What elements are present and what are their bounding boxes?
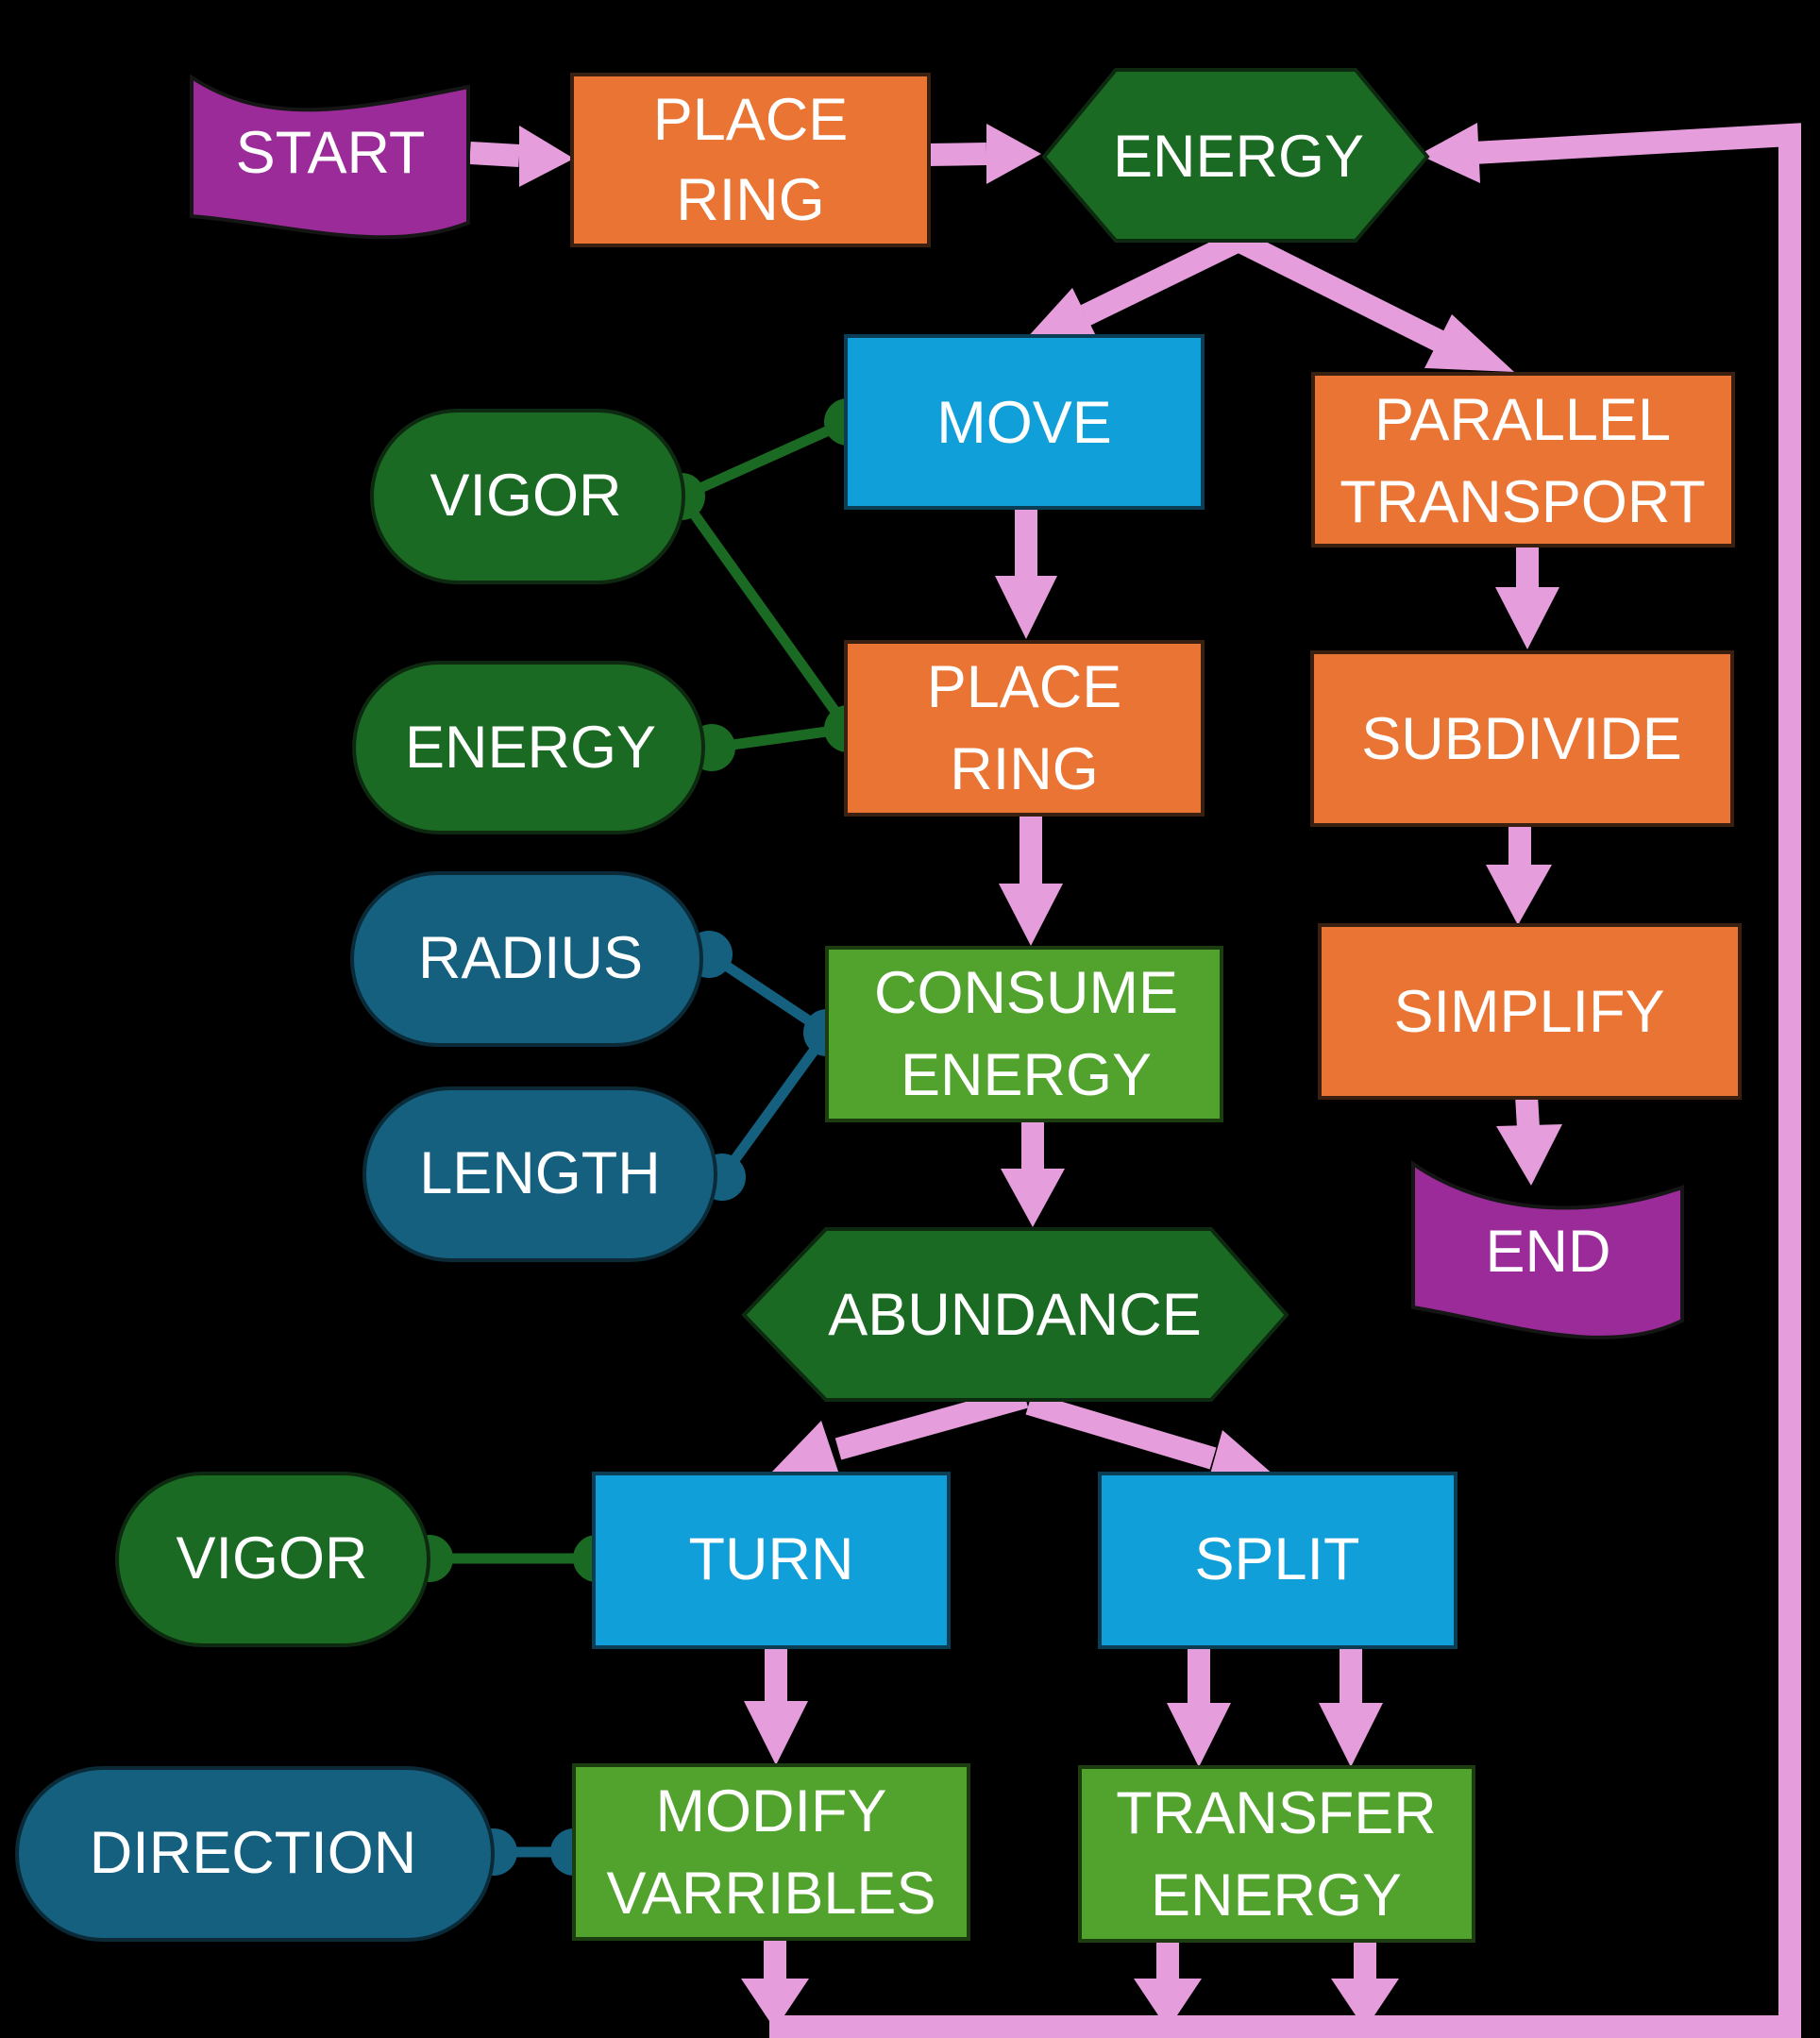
abundance-label: ABUNDANCE [828,1282,1202,1348]
parallel-transport-line2: TRANSPORT [1340,469,1705,535]
simplify-node: SIMPLIFY [1318,923,1742,1100]
move-label: MOVE [936,390,1112,456]
start-label: START [236,120,426,186]
energy-decision-node: ENERGY [1041,68,1430,243]
parallel-transport-line1: PARALLEL [1374,387,1671,453]
energy-param: ENERGY [352,661,705,834]
direction-param: DIRECTION [15,1766,495,1942]
place-ring-top-node: PLACE RING [570,73,931,247]
vigor-turn-label: VIGOR [176,1525,367,1592]
direction-label: DIRECTION [90,1820,417,1886]
energy-decision-label: ENERGY [1113,124,1364,190]
modify-variables-node: MODIFY VARRIBLES [572,1763,970,1941]
turn-node: TURN [592,1472,951,1649]
arrow-place-ring-to-energy [926,143,987,166]
end-terminator: END [1411,1160,1684,1339]
subdivide-label: SUBDIVIDE [1361,706,1682,772]
place-ring-mid-line1: PLACE [927,654,1122,720]
consume-energy-line1: CONSUME [874,960,1178,1026]
radius-param: RADIUS [350,871,703,1047]
vigor-move-param: VIGOR [370,409,685,584]
arrow-simplify-to-end [1515,1094,1540,1129]
transfer-energy-line1: TRANSFER [1116,1780,1437,1846]
modify-variables-line1: MODIFY [656,1778,887,1844]
consume-energy-node: CONSUME ENERGY [825,946,1223,1122]
arrow-start-to-place-ring [469,142,520,167]
vigor-turn-param: VIGOR [115,1472,430,1647]
end-label: END [1485,1219,1610,1285]
length-label: LENGTH [419,1140,661,1206]
modify-variables-line2: VARRIBLES [607,1861,936,1927]
flow-arrows [469,123,1801,2038]
arrow-energy-to-parallel-transport [1233,230,1444,351]
consume-energy-line2: ENERGY [901,1042,1152,1108]
place-ring-mid-line2: RING [950,736,1099,802]
energy-param-label: ENERGY [405,715,656,781]
arrow-abundance-to-turn [834,1386,1029,1460]
simplify-label: SIMPLIFY [1393,979,1664,1045]
subdivide-node: SUBDIVIDE [1310,650,1734,827]
start-terminator: START [190,74,470,240]
vigor-move-label: VIGOR [430,463,621,529]
radius-label: RADIUS [418,925,643,991]
transfer-energy-node: TRANSFER ENERGY [1078,1765,1475,1943]
move-node: MOVE [844,334,1205,510]
split-node: SPLIT [1098,1472,1458,1649]
abundance-decision-node: ABUNDANCE [741,1227,1289,1402]
arrow-abundance-to-split [1025,1392,1217,1470]
place-ring-top-line2: RING [676,167,825,233]
place-ring-top-line1: PLACE [653,87,849,153]
length-param: LENGTH [362,1086,717,1262]
turn-label: TURN [689,1526,854,1592]
arrow-loop-return-to-energy [769,123,1801,2038]
place-ring-mid-node: PLACE RING [844,640,1205,817]
transfer-energy-line2: ENERGY [1151,1862,1402,1929]
parallel-transport-node: PARALLEL TRANSPORT [1311,372,1735,547]
split-label: SPLIT [1194,1526,1359,1592]
arrow-energy-to-move [1080,230,1244,326]
